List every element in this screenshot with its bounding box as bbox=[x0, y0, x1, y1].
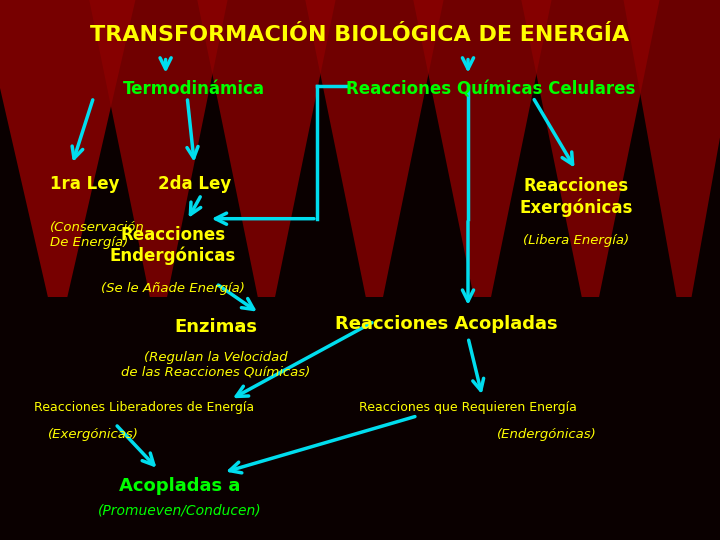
Text: Acopladas a: Acopladas a bbox=[120, 477, 240, 495]
Text: Reacciones Acopladas: Reacciones Acopladas bbox=[335, 315, 558, 333]
Polygon shape bbox=[0, 0, 135, 297]
Text: Enzimas: Enzimas bbox=[174, 318, 258, 336]
Text: (Libera Energía): (Libera Energía) bbox=[523, 234, 629, 247]
Text: (Endergónicas): (Endergónicas) bbox=[498, 428, 597, 441]
Text: Reacciones Liberadores de Energía: Reacciones Liberadores de Energía bbox=[34, 401, 254, 414]
Text: (Promueven/Conducen): (Promueven/Conducen) bbox=[98, 503, 262, 517]
Text: 2da Ley: 2da Ley bbox=[158, 174, 232, 193]
Polygon shape bbox=[197, 0, 336, 297]
Text: TRANSFORMACIÓN BIOLÓGICA DE ENERGÍA: TRANSFORMACIÓN BIOLÓGICA DE ENERGÍA bbox=[91, 25, 629, 45]
Polygon shape bbox=[89, 0, 228, 297]
Text: Reacciones
Exergónicas: Reacciones Exergónicas bbox=[519, 178, 633, 217]
Polygon shape bbox=[624, 0, 720, 297]
Text: (Se le Añade Energía): (Se le Añade Energía) bbox=[101, 282, 245, 295]
Text: 1ra Ley: 1ra Ley bbox=[50, 174, 120, 193]
Text: Reacciones Químicas Celulares: Reacciones Químicas Celulares bbox=[346, 80, 635, 98]
Text: Reacciones
Endergónicas: Reacciones Endergónicas bbox=[109, 226, 236, 265]
Polygon shape bbox=[521, 0, 660, 297]
Text: Termodinámica: Termodinámica bbox=[122, 80, 264, 98]
Text: (Regulan la Velocidad
de las Reacciones Químicas): (Regulan la Velocidad de las Reacciones … bbox=[122, 350, 310, 379]
Polygon shape bbox=[413, 0, 552, 297]
Polygon shape bbox=[305, 0, 444, 297]
Text: (Conservación
De Energía): (Conservación De Energía) bbox=[50, 221, 145, 249]
Text: Reacciones que Requieren Energía: Reacciones que Requieren Energía bbox=[359, 401, 577, 414]
Text: (Exergónicas): (Exergónicas) bbox=[48, 428, 139, 441]
